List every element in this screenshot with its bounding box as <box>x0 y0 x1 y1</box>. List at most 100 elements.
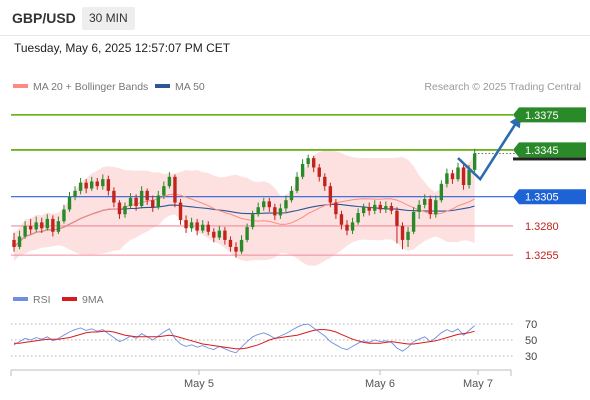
level-tag-text: 1.3375 <box>525 110 559 122</box>
candle-body <box>34 222 38 230</box>
level-tag-shape <box>513 189 586 205</box>
candle-body <box>156 195 160 208</box>
level-label-1.3280: 1.3280 <box>525 221 559 233</box>
ma20-line <box>13 193 475 248</box>
candle <box>62 204 66 224</box>
candle <box>456 162 460 182</box>
candle-body <box>472 153 477 170</box>
rsi-ma-legend-label: 9MA <box>82 294 104 306</box>
candle-body <box>384 206 388 210</box>
candle <box>101 174 105 190</box>
candle <box>406 227 410 247</box>
candle-body <box>12 239 16 247</box>
candle <box>323 173 327 191</box>
candle <box>145 188 149 205</box>
candle-body <box>212 231 216 238</box>
rsi-legend-label: RSI <box>33 294 51 306</box>
level-tag-text: 1.3305 <box>525 192 559 204</box>
forecast-arrow-line <box>457 117 521 182</box>
level-tag-1.3305: 1.3305 <box>513 189 586 205</box>
candle-body <box>40 222 44 229</box>
x-tick-label-May 6: May 6 <box>365 378 395 390</box>
candle-body <box>234 246 238 252</box>
candle-body <box>312 158 316 168</box>
candle-body <box>295 176 299 191</box>
candle <box>23 221 27 239</box>
candle <box>400 222 405 250</box>
ma20-legend-label: MA 20 + Bollinger Bands <box>33 81 148 93</box>
candle-body <box>334 202 338 215</box>
candle-body <box>167 176 172 187</box>
x-tick-label-May 7: May 7 <box>463 378 493 390</box>
level-tag-1.3375: 1.3375 <box>513 107 586 123</box>
candle-body <box>67 196 72 210</box>
candle <box>395 207 399 244</box>
candle <box>284 195 288 212</box>
level-label-1.3255: 1.3255 <box>525 250 559 262</box>
level-tag-shape <box>513 142 586 158</box>
candle-body <box>23 225 27 237</box>
candle <box>423 194 427 209</box>
rsi-tick-50: 50 <box>525 335 537 347</box>
candle-body <box>184 220 188 229</box>
candle <box>345 220 349 236</box>
candle-body <box>278 208 283 216</box>
candle-body <box>84 182 88 189</box>
rsi-ma-line <box>14 329 475 350</box>
candle-body <box>367 207 371 211</box>
candle-body <box>439 183 444 201</box>
candle <box>373 200 377 215</box>
candle <box>289 186 294 203</box>
candle-body <box>306 158 310 164</box>
candle-body <box>273 207 277 216</box>
candlesticks <box>12 148 477 258</box>
candle-body <box>411 211 416 232</box>
candle <box>184 215 188 233</box>
candle-body <box>461 167 466 185</box>
candle <box>195 218 199 236</box>
candle <box>17 230 22 250</box>
candle-body <box>256 207 260 215</box>
candle <box>273 203 277 221</box>
candle-body <box>417 204 421 212</box>
header-divider <box>0 35 590 36</box>
ma50-legend-label: MA 50 <box>175 81 205 93</box>
candle <box>201 220 205 233</box>
ma50-legend-swatch <box>155 84 170 88</box>
candle <box>73 186 77 201</box>
candle-body <box>262 201 266 208</box>
candle <box>167 172 172 189</box>
rsi-line <box>13 323 475 354</box>
candle-body <box>400 225 405 240</box>
candle-body <box>201 224 205 231</box>
candle <box>90 176 94 191</box>
candle <box>34 216 38 232</box>
moving-averages <box>13 193 475 248</box>
candle <box>389 202 394 215</box>
candle <box>51 215 55 237</box>
candle <box>67 192 72 212</box>
candle <box>217 225 222 240</box>
timeframe-badge[interactable]: 30 MIN <box>82 7 135 30</box>
candle <box>28 218 33 235</box>
rsi-legend-swatch <box>13 297 28 301</box>
candle-body <box>245 227 249 240</box>
timestamp: Tuesday, May 6, 2025 12:57:07 PM CET <box>14 41 231 55</box>
candle <box>417 200 421 219</box>
rsi-tick-70: 70 <box>525 319 537 331</box>
candle <box>317 163 321 182</box>
level-tag-shape <box>513 107 586 123</box>
candle <box>117 200 122 219</box>
candle-body <box>284 200 288 209</box>
candle <box>134 194 138 211</box>
candle <box>95 177 99 190</box>
candle-body <box>361 207 366 214</box>
candle-body <box>389 206 394 211</box>
bollinger-band-area <box>14 150 475 266</box>
bollinger-band <box>14 150 475 266</box>
candle-body <box>106 179 111 191</box>
candle-body <box>51 218 55 232</box>
candle-body <box>128 197 133 207</box>
candle-body <box>228 239 233 247</box>
candle <box>445 168 449 188</box>
